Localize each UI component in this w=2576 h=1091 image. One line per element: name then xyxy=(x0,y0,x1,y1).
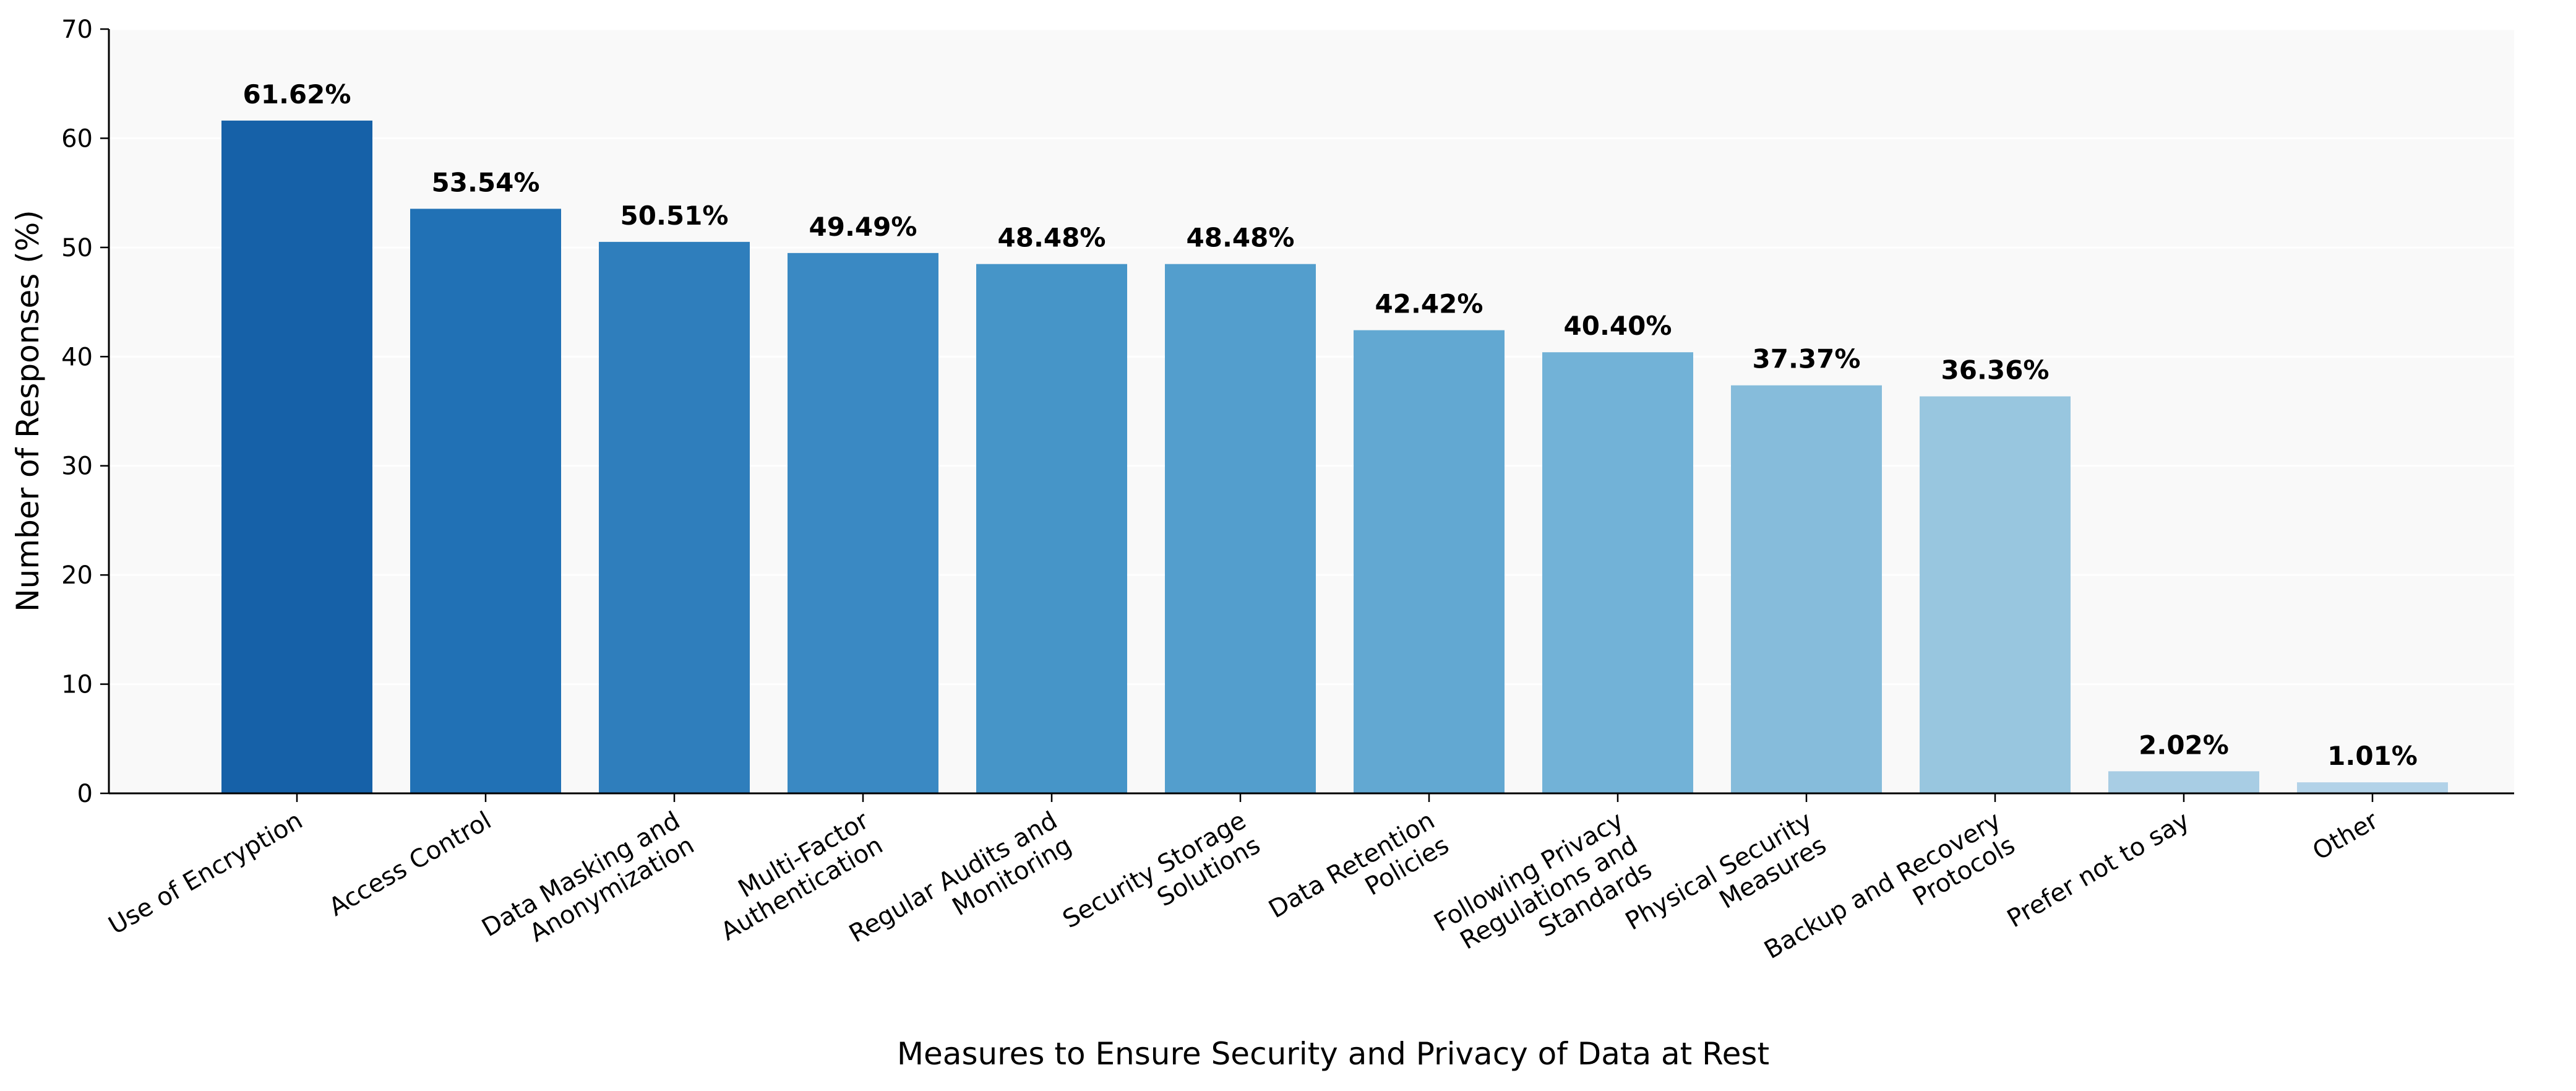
y-tick-label-0: 0 xyxy=(77,780,93,808)
data-label-6: 42.42% xyxy=(1375,289,1483,319)
bar-9 xyxy=(1920,396,2071,793)
bar-4 xyxy=(976,264,1127,793)
data-label-5: 48.48% xyxy=(1187,223,1295,253)
data-label-3: 49.49% xyxy=(809,212,917,242)
x-tick-label-1: Access Control xyxy=(324,806,496,922)
x-tick-label-0: Use of Encryption xyxy=(104,806,307,941)
bar-11 xyxy=(2297,782,2448,793)
y-tick-label-4: 40 xyxy=(61,343,93,371)
data-label-8: 37.37% xyxy=(1753,344,1861,374)
y-axis-title: Number of Responses (%) xyxy=(10,210,46,611)
data-label-2: 50.51% xyxy=(620,201,729,231)
bar-1 xyxy=(410,209,561,793)
data-label-7: 40.40% xyxy=(1564,311,1672,341)
bar-8 xyxy=(1731,385,1882,793)
x-tick-label-7: Following PrivacyRegulations andStandard… xyxy=(1429,806,1657,987)
bar-2 xyxy=(599,241,750,794)
data-label-4: 48.48% xyxy=(998,223,1106,253)
x-tick-label-11: Other xyxy=(2308,806,2384,866)
bars-group xyxy=(221,120,2448,794)
y-tick-label-2: 20 xyxy=(61,561,93,590)
data-label-1: 53.54% xyxy=(432,167,540,197)
data-label-10: 2.02% xyxy=(2139,730,2229,760)
y-tick-label-5: 50 xyxy=(61,234,93,262)
data-label-9: 36.36% xyxy=(1941,355,2050,386)
bar-7 xyxy=(1542,352,1693,793)
y-tick-label-1: 10 xyxy=(61,671,93,699)
bar-6 xyxy=(1354,330,1505,793)
data-label-0: 61.62% xyxy=(243,79,351,110)
bar-3 xyxy=(788,252,938,794)
x-tick-label-4: Regular Audits andMonitoring xyxy=(844,806,1076,973)
y-tick-label-3: 30 xyxy=(61,452,93,481)
y-axis: 0 10 20 30 40 50 60 70 xyxy=(61,15,110,808)
data-labels-group: 61.62% 53.54% 50.51% 49.49% 48.48% 48.48% 42.4… xyxy=(243,79,2418,771)
bar-10 xyxy=(2108,771,2259,793)
x-tick-label-6: Data RetentionPolicies xyxy=(1264,806,1454,949)
data-label-11: 1.01% xyxy=(2327,741,2418,771)
x-tick-label-2: Data Masking andAnonymization xyxy=(477,806,699,967)
y-tick-label-6: 60 xyxy=(61,124,93,153)
x-axis-title: Measures to Ensure Security and Privacy … xyxy=(897,1036,1769,1072)
bar-0 xyxy=(221,120,372,793)
x-tick-label-10: Prefer not to say xyxy=(2003,806,2194,934)
bar-5 xyxy=(1165,264,1316,793)
y-tick-label-7: 70 xyxy=(61,15,93,44)
x-tick-label-5: Security StorageSolutions xyxy=(1058,806,1265,959)
